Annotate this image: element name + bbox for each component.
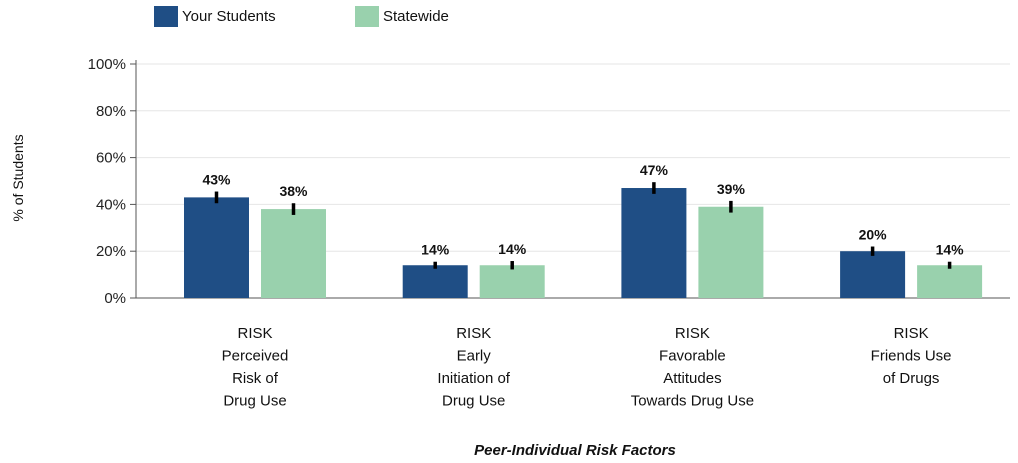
x-tick-label: of Drugs <box>883 370 940 387</box>
data-label: 39% <box>717 181 746 197</box>
x-tick-label: RISK <box>675 325 710 342</box>
y-tick-label: 80% <box>96 103 126 120</box>
x-tick-label: Perceived <box>222 348 289 365</box>
legend-swatch-your-students <box>154 6 178 27</box>
data-label: 43% <box>202 172 231 188</box>
x-tick-label: Initiation of <box>437 370 510 387</box>
x-tick-label: Attitudes <box>663 370 721 387</box>
legend-label-your-students: Your Students <box>182 8 276 25</box>
x-tick-label: RISK <box>894 325 929 342</box>
legend-label-statewide: Statewide <box>383 8 449 25</box>
x-tick-label: RISK <box>456 325 491 342</box>
x-tick-label: RISK <box>237 325 272 342</box>
data-label: 14% <box>421 242 450 258</box>
x-axis-title: Peer-Individual Risk Factors <box>474 442 676 459</box>
bar <box>479 265 545 298</box>
y-tick-label: 20% <box>96 243 126 260</box>
bar <box>698 206 764 298</box>
legend-item-your-students: Your Students <box>154 6 276 27</box>
data-label: 14% <box>936 242 965 258</box>
x-tick-label: Friends Use <box>871 348 952 365</box>
bar <box>917 265 983 298</box>
bar <box>840 251 906 298</box>
legend-item-statewide: Statewide <box>355 6 449 27</box>
bar <box>621 188 687 298</box>
y-tick-label: 100% <box>88 56 126 73</box>
x-tick-label: Favorable <box>659 348 726 365</box>
data-label: 47% <box>640 162 669 178</box>
x-tick-label: Drug Use <box>223 393 286 410</box>
bar <box>261 209 326 298</box>
y-tick-label: 0% <box>104 290 126 307</box>
data-label: 14% <box>498 241 527 257</box>
x-tick-label: Towards Drug Use <box>631 393 754 410</box>
x-tick-label: Risk of <box>232 370 279 387</box>
bar <box>402 265 468 298</box>
data-label: 20% <box>859 227 888 243</box>
y-tick-label: 40% <box>96 196 126 213</box>
data-label: 38% <box>279 183 308 199</box>
y-tick-label: 60% <box>96 150 126 167</box>
x-tick-label: Early <box>457 348 492 365</box>
legend-swatch-statewide <box>355 6 379 27</box>
bar <box>184 197 249 298</box>
x-tick-label: Drug Use <box>442 393 505 410</box>
